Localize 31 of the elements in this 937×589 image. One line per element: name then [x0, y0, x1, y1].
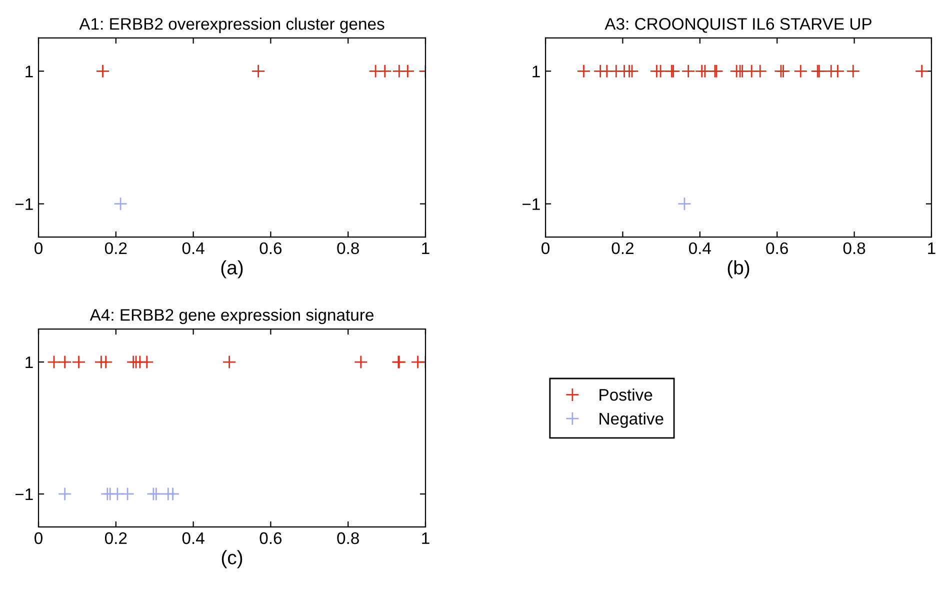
y-tick-label: 1: [26, 66, 33, 78]
x-tick-label: 0.8: [337, 532, 359, 544]
x-tick-label: 0.4: [182, 532, 204, 544]
x-tick-label: 0.6: [260, 242, 282, 254]
chart-title: A1: ERBB2 overexpression cluster genes: [79, 18, 384, 34]
x-tick-label: 0.4: [182, 242, 204, 254]
y-tick-label: −1: [15, 488, 33, 500]
x-tick-label: 0: [34, 242, 42, 254]
x-tick-label: 1: [422, 242, 430, 254]
x-tick-label: 0.2: [104, 242, 127, 254]
chart-title: A3: CROONQUIST IL6 STARVE UP: [604, 18, 872, 33]
x-tick-label: 0.4: [688, 242, 711, 254]
x-tick-label: 1: [928, 242, 936, 254]
x-axis-title: (a): [221, 260, 243, 278]
x-tick-label: 0.8: [843, 242, 866, 254]
y-tick-label: −1: [522, 198, 540, 210]
legend-label: Postive: [600, 388, 652, 401]
legend-label: Negative: [600, 412, 664, 428]
x-tick-label: 0.8: [337, 242, 359, 254]
x-tick-label: 0.6: [766, 242, 788, 254]
x-tick-label: 1: [422, 532, 430, 544]
x-tick-label: 0: [34, 532, 42, 544]
y-tick-label: −1: [15, 198, 33, 210]
x-tick-label: 0.2: [612, 242, 634, 254]
x-tick-label: 0.6: [260, 532, 282, 544]
x-axis-title: (c): [222, 550, 242, 568]
y-tick-label: 1: [26, 356, 33, 368]
x-tick-label: 0: [542, 242, 550, 254]
chart-title: A4: ERBB2 gene expression signature: [90, 308, 374, 324]
x-axis-title: (b): [728, 260, 750, 278]
x-tick-label: 0.2: [104, 532, 127, 544]
